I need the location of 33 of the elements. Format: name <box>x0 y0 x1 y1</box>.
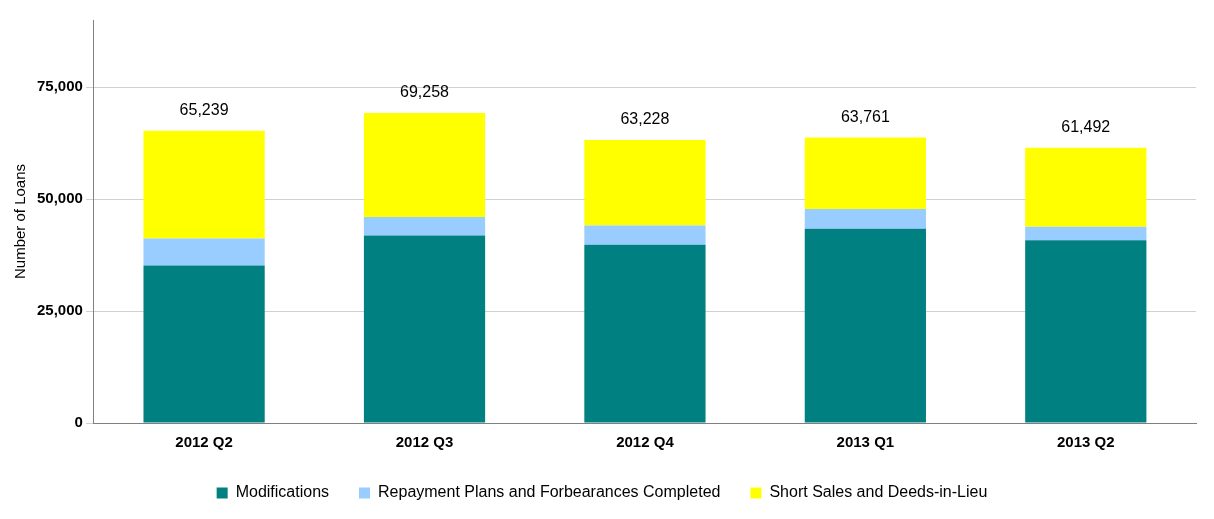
legend-label: Short Sales and Deeds-in-Lieu <box>769 483 988 501</box>
x-tick-label: 2012 Q4 <box>616 433 675 451</box>
total-label: 63,228 <box>620 110 670 128</box>
bar <box>1025 147 1147 227</box>
total-label: 61,492 <box>1061 118 1111 136</box>
bar <box>363 235 486 423</box>
y-tick-label: 25,000 <box>36 301 83 319</box>
bar <box>804 208 926 229</box>
x-tick-label: 2012 Q3 <box>395 433 454 451</box>
x-tick-label: 2013 Q2 <box>1057 433 1115 451</box>
x-tick-label: 2013 Q1 <box>836 433 895 451</box>
total-label: 63,761 <box>840 107 890 125</box>
y-axis-title: Number of Loans <box>11 163 29 280</box>
y-tick-label: 0 <box>74 413 83 431</box>
bar <box>584 244 706 423</box>
bar <box>804 228 926 423</box>
legend-label: Modifications <box>235 483 330 501</box>
total-label: 65,239 <box>179 101 229 119</box>
y-tick-label: 50,000 <box>36 189 83 207</box>
bar <box>1025 240 1147 423</box>
bar <box>584 225 706 245</box>
bar <box>1025 226 1147 241</box>
x-tick-label: 2012 Q2 <box>175 433 233 451</box>
bar <box>363 112 486 218</box>
total-label: 69,258 <box>400 83 450 101</box>
y-tick-label: 75,000 <box>36 77 83 95</box>
bar <box>143 130 265 239</box>
bar <box>143 265 265 423</box>
legend-label: Repayment Plans and Forbearances Completed <box>378 483 721 501</box>
bar <box>143 238 265 266</box>
bar <box>804 137 926 209</box>
bar <box>363 217 486 236</box>
bar <box>584 139 706 226</box>
